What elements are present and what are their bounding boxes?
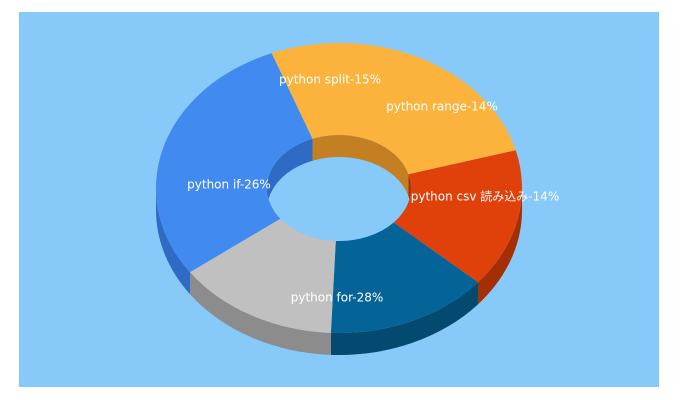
donut-slice[interactable]	[330, 222, 478, 333]
slice-outer-wall	[190, 272, 331, 355]
slice-inner-wall	[312, 135, 409, 197]
slice-outer-wall	[477, 188, 522, 305]
donut-chart: python for-28% python if-26% python split-…	[155, 43, 559, 355]
slice-label: python csv 読み込み-14%	[411, 189, 560, 204]
donut-slice[interactable]	[155, 53, 313, 273]
donut-slices	[155, 43, 522, 333]
donut-slice[interactable]	[271, 43, 516, 175]
slice-outer-wall	[330, 282, 478, 355]
donut-labels: python for-28% python if-26% python split-…	[187, 73, 559, 305]
slice-label: python split-15%	[279, 73, 381, 87]
slice-inner-wall	[267, 138, 313, 210]
donut-slice[interactable]	[393, 150, 522, 283]
slice-label: python range-14%	[386, 100, 498, 114]
slice-outer-wall	[156, 188, 191, 295]
donut-slice[interactable]	[190, 218, 336, 333]
slice-label: python for-28%	[291, 291, 384, 305]
chart-panel: python for-28% python if-26% python split-…	[19, 12, 659, 387]
slice-label: python if-26%	[187, 178, 271, 192]
